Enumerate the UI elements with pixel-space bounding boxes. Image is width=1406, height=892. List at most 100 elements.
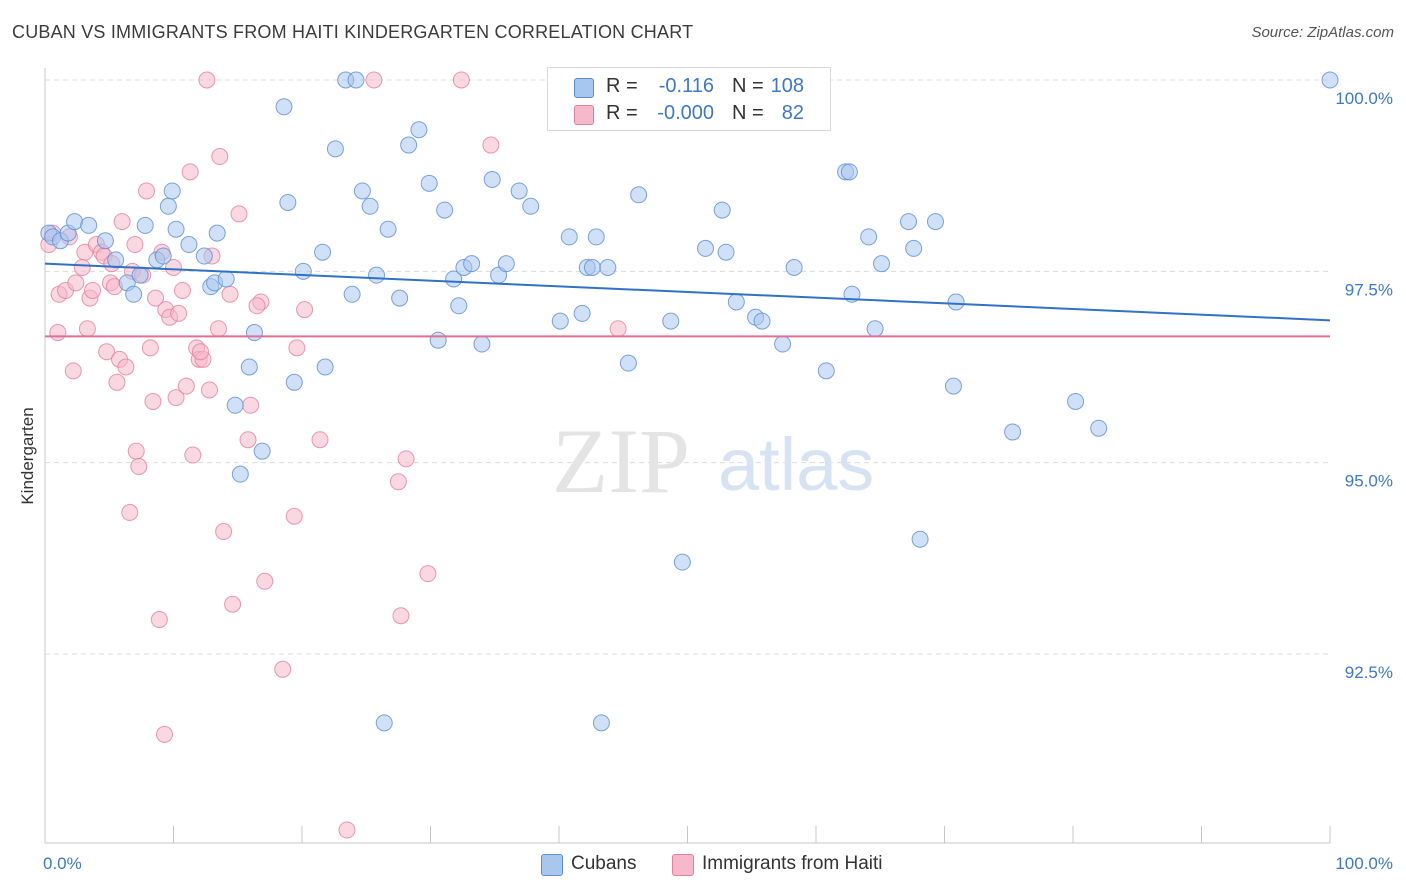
- cuban-point: [785, 259, 803, 277]
- haiti-point: [285, 507, 303, 525]
- cuban-points: [40, 71, 1339, 732]
- cuban-point: [159, 197, 177, 215]
- cuban-point: [445, 270, 463, 288]
- cuban-point: [245, 324, 263, 342]
- haiti-point: [78, 320, 96, 338]
- cubans-r-label: R =: [606, 75, 638, 97]
- haiti-point: [138, 182, 156, 200]
- cuban-point: [347, 71, 365, 89]
- haiti-point: [156, 725, 174, 743]
- cuban-point: [900, 213, 918, 231]
- haiti-point: [242, 396, 260, 414]
- haiti-point: [389, 473, 407, 491]
- cuban-point: [391, 289, 409, 307]
- cuban-point: [911, 530, 929, 548]
- cuban-point: [696, 239, 714, 257]
- cuban-point: [753, 312, 771, 330]
- cuban-point: [379, 220, 397, 238]
- haiti-n-label: N =: [732, 102, 764, 124]
- haiti-point: [397, 450, 415, 468]
- series-legend: Cubans Immigrants from Haiti: [0, 853, 1406, 877]
- cuban-point: [343, 285, 361, 303]
- cuban-point: [774, 335, 792, 353]
- haiti-point: [288, 339, 306, 357]
- cuban-point: [275, 98, 293, 116]
- cuban-point: [927, 213, 945, 231]
- haiti-point: [296, 301, 314, 319]
- legend-haiti-swatch: [672, 854, 694, 876]
- cuban-point: [497, 255, 515, 273]
- y-tick-label: 97.5%: [1345, 280, 1393, 299]
- haiti-point: [130, 457, 148, 475]
- haiti-point: [144, 392, 162, 410]
- haiti-point: [452, 71, 470, 89]
- cuban-point: [1090, 419, 1108, 437]
- haiti-point: [177, 377, 195, 395]
- haiti-point: [64, 362, 82, 380]
- cuban-point: [873, 255, 891, 273]
- cuban-point: [592, 714, 610, 732]
- haiti-point: [609, 320, 627, 338]
- cuban-point: [400, 136, 418, 154]
- haiti-point: [392, 607, 410, 625]
- cuban-point: [673, 553, 691, 571]
- tick-label-layer: 92.5% 95.0% 97.5% 100.0% 0.0% 100.0%: [43, 89, 1393, 873]
- haiti-point: [113, 213, 131, 231]
- haiti-point: [200, 381, 218, 399]
- cuban-point: [208, 224, 226, 242]
- cuban-point: [96, 232, 114, 250]
- cuban-point: [463, 255, 481, 273]
- haiti-point: [191, 343, 209, 361]
- trend-layer: [44, 262, 1331, 338]
- cuban-point: [316, 358, 334, 376]
- cuban-point: [551, 312, 569, 330]
- cuban-point: [285, 373, 303, 391]
- cuban-point: [619, 354, 637, 372]
- haiti-point: [98, 343, 116, 361]
- cuban-point: [587, 228, 605, 246]
- axis-layer: [44, 68, 1331, 844]
- cuban-point: [630, 186, 648, 204]
- haiti-point: [256, 572, 274, 590]
- haiti-point: [167, 389, 185, 407]
- cuban-point: [136, 216, 154, 234]
- haiti-point: [211, 148, 229, 166]
- watermark-zip: ZIP: [552, 410, 690, 512]
- cuban-point: [944, 377, 962, 395]
- cuban-point: [66, 213, 84, 231]
- haiti-point: [165, 259, 182, 277]
- cuban-point: [1004, 423, 1022, 441]
- cubans-trend-line: [44, 262, 1331, 322]
- cuban-point: [560, 228, 578, 246]
- haiti-n-value: 82: [781, 102, 804, 124]
- cuban-point: [483, 170, 501, 188]
- cuban-point: [573, 304, 591, 322]
- haiti-point: [108, 373, 126, 391]
- cuban-point: [163, 182, 181, 200]
- haiti-point: [150, 611, 168, 629]
- haiti-point: [215, 523, 233, 541]
- cuban-point: [368, 266, 386, 284]
- y-tick-label: 92.5%: [1345, 663, 1393, 682]
- haiti-point: [117, 358, 135, 376]
- cuban-point: [326, 140, 344, 158]
- haiti-point: [73, 259, 91, 277]
- cuban-point: [410, 121, 428, 139]
- cuban-point: [80, 216, 98, 234]
- x-tick-label: 100.0%: [1335, 854, 1393, 873]
- cuban-point: [314, 243, 332, 261]
- cuban-point: [167, 220, 185, 238]
- y-axis-label: Kindergarten: [18, 407, 37, 505]
- legend-cubans-swatch: [541, 854, 563, 876]
- haiti-point: [126, 236, 144, 254]
- cuban-point: [860, 228, 878, 246]
- cuban-point: [429, 331, 447, 349]
- watermark-atlas: atlas: [718, 423, 874, 506]
- cuban-point: [217, 270, 235, 288]
- cuban-point: [866, 320, 884, 338]
- haiti-points: [40, 71, 627, 839]
- cuban-point: [107, 251, 125, 269]
- haiti-r-value: -0.000: [657, 102, 714, 124]
- chart-title: CUBAN VS IMMIGRANTS FROM HAITI KINDERGAR…: [12, 22, 694, 42]
